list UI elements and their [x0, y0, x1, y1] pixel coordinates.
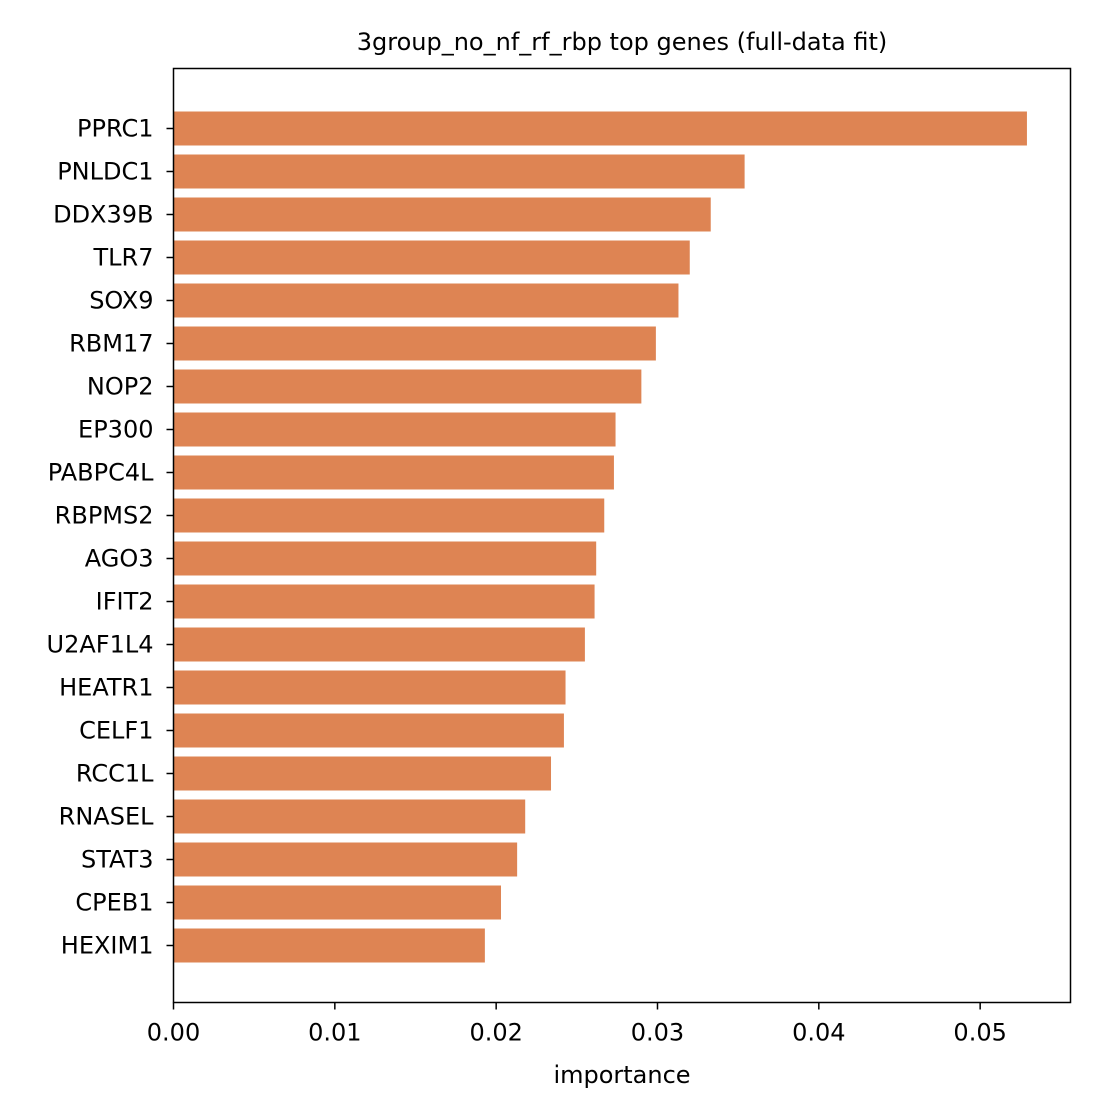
- bar-ago3: [173, 541, 597, 576]
- y-tick-label: SOX9: [89, 287, 153, 315]
- y-tick-label: EP300: [78, 416, 153, 444]
- bar-ifit2: [173, 584, 595, 619]
- x-tick-label: 0.03: [631, 1019, 684, 1047]
- bar-tlr7: [173, 240, 690, 275]
- y-axis-ticks: PPRC1 PNLDC1 DDX39B TLR7 SOX9 RBM17 NOP2 EP300 P…: [47, 115, 174, 960]
- bar-rcc1l: [173, 756, 552, 791]
- y-tick-label: PNLDC1: [57, 158, 153, 186]
- y-tick-label: CPEB1: [75, 889, 153, 917]
- bar-stat3: [173, 842, 518, 877]
- bar-ddx39b: [173, 197, 711, 232]
- bar-nop2: [173, 369, 642, 404]
- bar-ep300: [173, 412, 616, 447]
- bar-hexim1: [173, 928, 485, 963]
- y-tick-label: RNASEL: [59, 803, 154, 831]
- x-tick-label: 0.00: [147, 1019, 200, 1047]
- y-tick-label: U2AF1L4: [47, 631, 154, 659]
- bars-group: [173, 111, 1027, 963]
- x-tick-label: 0.05: [953, 1019, 1006, 1047]
- y-tick-label: STAT3: [81, 846, 154, 874]
- bar-pprc1: [173, 111, 1027, 146]
- y-tick-label: HEXIM1: [61, 932, 154, 960]
- y-tick-label: PPRC1: [77, 115, 153, 143]
- bar-rnasel: [173, 799, 526, 834]
- chart-title: 3group_no_nf_rf_rbp top genes (full-data…: [357, 28, 887, 56]
- y-tick-label: IFIT2: [96, 588, 154, 616]
- bar-heatr1: [173, 670, 566, 705]
- x-tick-label: 0.01: [308, 1019, 361, 1047]
- bar-pnldc1: [173, 154, 745, 189]
- bar-sox9: [173, 283, 679, 318]
- x-tick-label: 0.04: [792, 1019, 845, 1047]
- y-tick-label: DDX39B: [53, 201, 153, 229]
- bar-rbm17: [173, 326, 656, 361]
- y-tick-label: PABPC4L: [48, 459, 154, 487]
- bar-u2af1l4: [173, 627, 585, 662]
- bar-celf1: [173, 713, 564, 748]
- y-tick-label: HEATR1: [59, 674, 153, 702]
- y-tick-label: RBPMS2: [55, 502, 154, 530]
- plot-frame: [172, 67, 1072, 1004]
- x-axis-label: importance: [553, 1061, 690, 1089]
- y-tick-label: NOP2: [87, 373, 154, 401]
- bar-rbpms2: [173, 498, 605, 533]
- y-tick-label: RCC1L: [76, 760, 154, 788]
- y-tick-label: AGO3: [85, 545, 154, 573]
- y-tick-label: TLR7: [93, 244, 154, 272]
- y-tick-label: CELF1: [79, 717, 153, 745]
- y-tick-label: RBM17: [69, 330, 153, 358]
- x-tick-label: 0.02: [469, 1019, 522, 1047]
- x-axis-ticks: 0.00 0.01 0.02 0.03 0.04 0.05: [147, 1002, 1007, 1047]
- bar-pabpc4l: [173, 455, 614, 490]
- bar-cpeb1: [173, 885, 502, 920]
